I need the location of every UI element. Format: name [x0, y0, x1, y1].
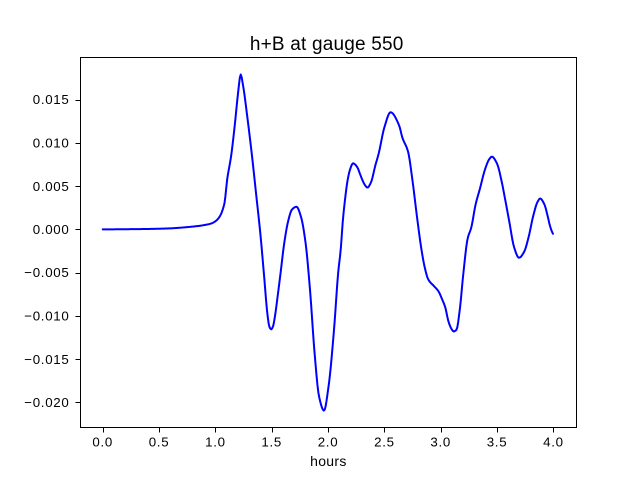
svg-text:2.0: 2.0	[318, 435, 339, 450]
svg-text:0.0: 0.0	[92, 435, 113, 450]
svg-text:3.5: 3.5	[487, 435, 508, 450]
svg-text:2.5: 2.5	[374, 435, 395, 450]
svg-text:0.015: 0.015	[33, 92, 70, 107]
svg-text:0.005: 0.005	[33, 179, 70, 194]
svg-text:3.0: 3.0	[430, 435, 451, 450]
svg-text:hours: hours	[310, 453, 347, 469]
svg-text:h+B at gauge 550: h+B at gauge 550	[250, 34, 404, 55]
svg-text:−0.010: −0.010	[24, 309, 69, 324]
svg-text:0.5: 0.5	[149, 435, 170, 450]
svg-text:−0.005: −0.005	[24, 265, 69, 280]
svg-text:1.5: 1.5	[261, 435, 282, 450]
svg-text:−0.020: −0.020	[24, 395, 69, 410]
svg-text:4.0: 4.0	[543, 435, 564, 450]
svg-text:−0.015: −0.015	[24, 352, 69, 367]
svg-text:0.000: 0.000	[33, 222, 70, 237]
svg-text:1.0: 1.0	[205, 435, 226, 450]
svg-text:0.010: 0.010	[33, 136, 70, 151]
